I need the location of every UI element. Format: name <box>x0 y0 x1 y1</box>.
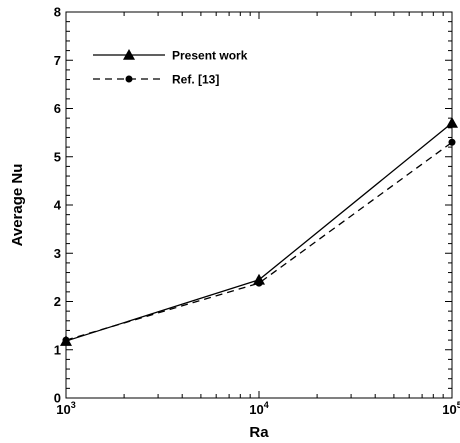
y-tick-label: 3 <box>54 246 61 261</box>
legend-marker-circle <box>125 75 133 83</box>
y-tick-label: 6 <box>54 101 61 116</box>
series-line <box>65 141 453 341</box>
data-point-circle <box>62 336 70 344</box>
y-tick-label: 8 <box>54 5 61 20</box>
legend-marker-triangle <box>123 49 135 60</box>
y-tick-label: 0 <box>54 391 61 406</box>
y-tick-label: 4 <box>54 198 62 213</box>
data-point-circle <box>255 279 263 287</box>
y-tick-label: 1 <box>54 342 61 357</box>
x-tick-label: 104 <box>249 400 268 417</box>
y-axis-label: Average Nu <box>9 164 26 247</box>
legend: Present work Ref. [13] <box>93 49 248 87</box>
series-line <box>65 122 453 342</box>
plot-frame <box>65 11 453 399</box>
y-axis: 0 1 2 3 4 5 6 7 8 <box>54 5 452 406</box>
series-layer <box>60 116 458 346</box>
y-tick-label: 7 <box>54 53 61 68</box>
series-2 <box>62 138 456 344</box>
y-tick-label: 2 <box>54 294 61 309</box>
data-point-circle <box>448 138 456 146</box>
x-axis: 103 104 105 <box>56 12 460 417</box>
series-1 <box>60 116 458 346</box>
x-tick-label: 103 <box>56 400 75 417</box>
legend-label: Ref. [13] <box>172 73 219 87</box>
data-point-triangle <box>446 116 458 128</box>
x-axis-label: Ra <box>249 424 269 441</box>
x-tick-label: 105 <box>442 400 460 417</box>
y-tick-label: 5 <box>54 149 61 164</box>
legend-label: Present work <box>172 49 248 63</box>
